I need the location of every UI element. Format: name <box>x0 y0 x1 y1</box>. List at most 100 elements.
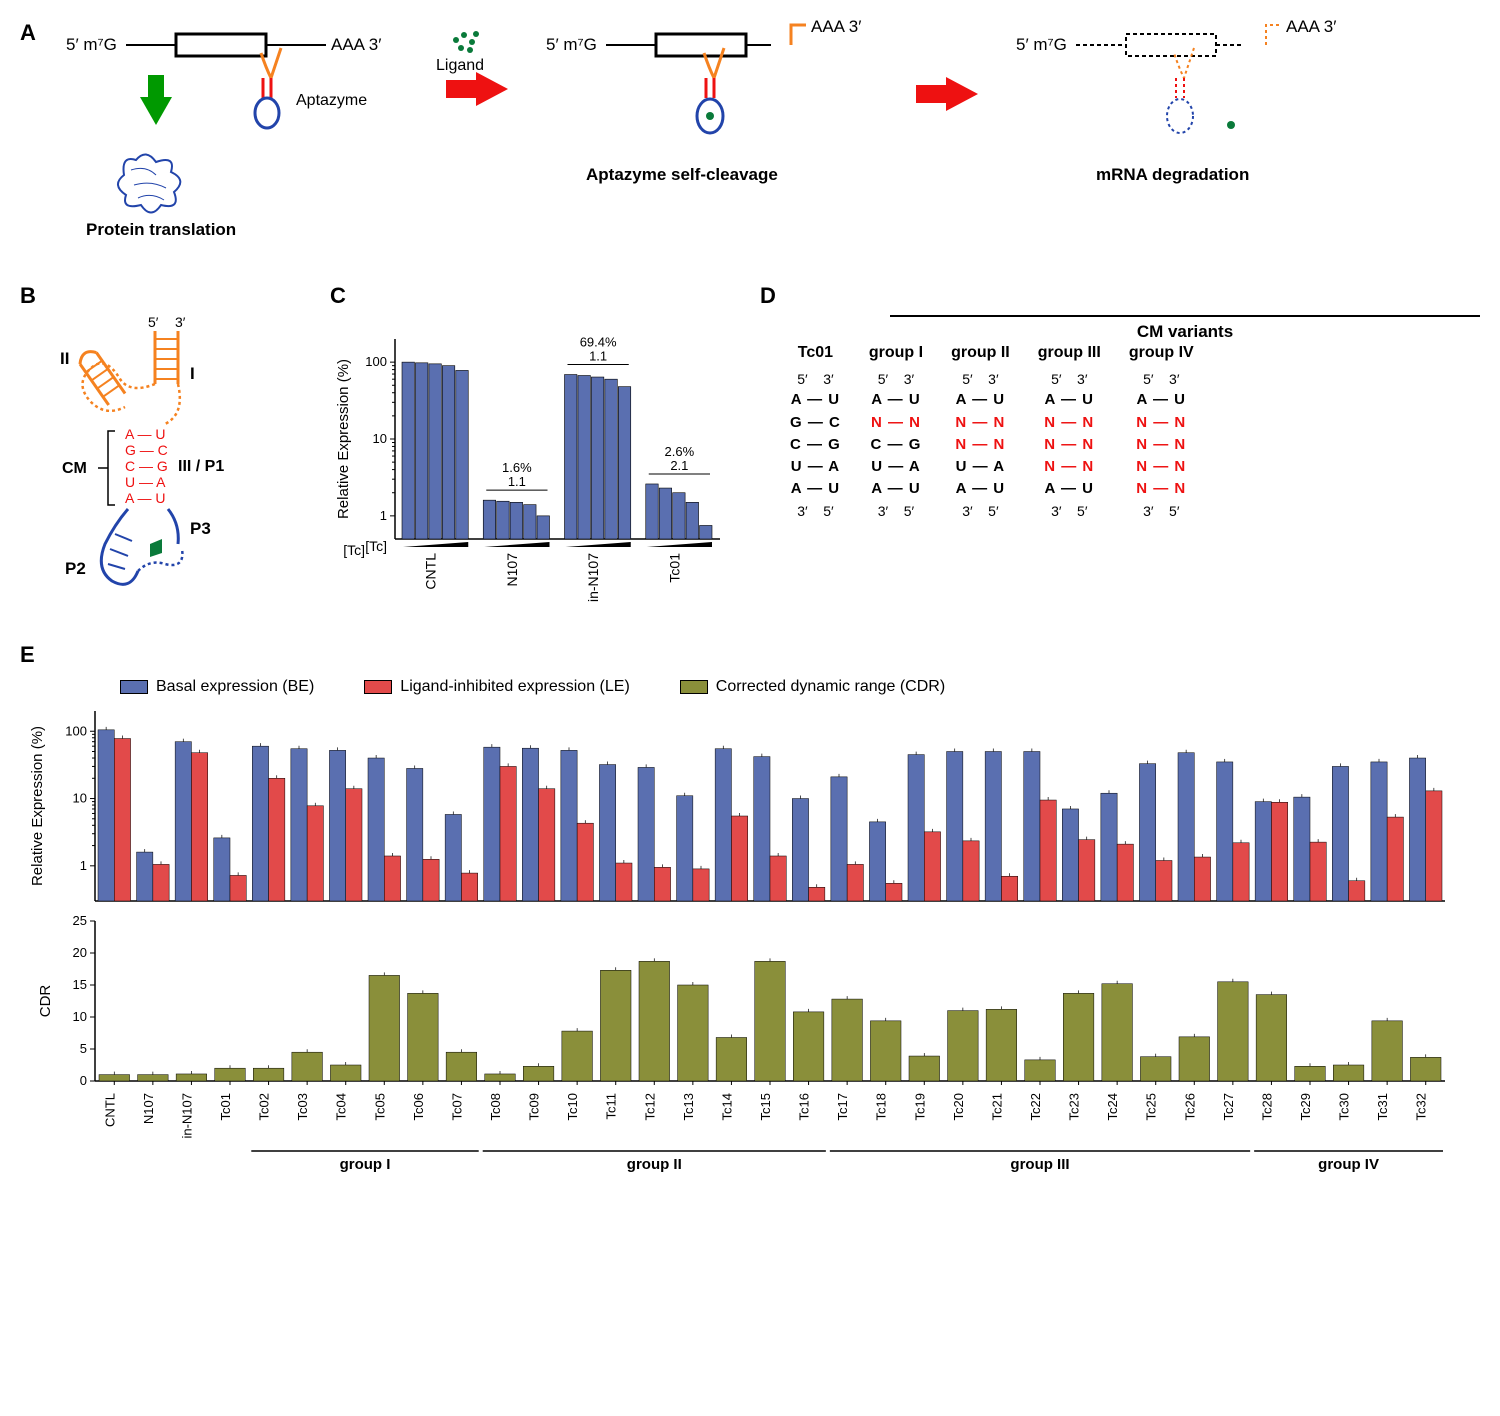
cm-column: group II5′ 3′A — UN — NN — NU — AA — U3′… <box>951 342 1010 521</box>
svg-text:Tc12: Tc12 <box>642 1093 657 1120</box>
legend-cdr: Corrected dynamic range (CDR) <box>680 678 945 696</box>
svg-text:Tc01: Tc01 <box>218 1093 233 1120</box>
svg-text:0: 0 <box>80 1073 87 1088</box>
legend-be-label: Basal expression (BE) <box>156 678 314 695</box>
svg-text:Tc13: Tc13 <box>681 1093 696 1120</box>
svg-text:15: 15 <box>73 977 87 992</box>
panel-b-structure: 5′ 3′ I <box>20 309 280 609</box>
panel-e-legend: Basal expression (BE) Ligand-inhibited e… <box>120 678 1480 696</box>
svg-text:Tc24: Tc24 <box>1105 1093 1120 1120</box>
panel-e-label: E <box>20 642 1480 668</box>
svg-text:Tc20: Tc20 <box>951 1093 966 1120</box>
pb-cm: CM <box>62 460 87 477</box>
svg-text:G — C: G — C <box>125 442 168 458</box>
figure-root: A 5′ m⁷G AAA 3′ Aptaz <box>20 20 1480 1219</box>
svg-text:group IV: group IV <box>1318 1156 1379 1173</box>
panel-e: E Basal expression (BE) Ligand-inhibited… <box>20 642 1480 1219</box>
svg-text:Tc32: Tc32 <box>1414 1093 1429 1120</box>
svg-text:10: 10 <box>73 1009 87 1024</box>
svg-text:group I: group I <box>340 1156 391 1173</box>
panel-c-label: C <box>330 283 730 309</box>
svg-text:Tc03: Tc03 <box>295 1093 310 1120</box>
svg-text:Tc19: Tc19 <box>912 1093 927 1120</box>
svg-text:[Tc]: [Tc] <box>365 538 387 554</box>
svg-text:1.1: 1.1 <box>508 474 526 489</box>
svg-text:in-N107: in-N107 <box>179 1093 194 1139</box>
panel-c: C 1 10 100 Relative Expression (%) CNTL [Tc] N… <box>330 283 730 612</box>
svg-text:10: 10 <box>73 791 87 806</box>
svg-text:25: 25 <box>73 913 87 928</box>
svg-text:Tc29: Tc29 <box>1298 1093 1313 1120</box>
svg-text:N107: N107 <box>141 1093 156 1124</box>
pb-5prime: 5′ <box>148 314 159 330</box>
pb-p2: P2 <box>65 559 86 578</box>
svg-text:Tc04: Tc04 <box>334 1093 349 1120</box>
svg-text:Relative Expression (%): Relative Expression (%) <box>335 359 352 519</box>
pa-stage1-caption: Protein translation <box>86 220 236 239</box>
legend-le: Ligand-inhibited expression (LE) <box>364 678 629 696</box>
pa-5prime-1: 5′ m⁷G <box>66 35 117 54</box>
panel-b-label: B <box>20 283 300 309</box>
pb-stem-i: I <box>190 364 195 383</box>
svg-text:100: 100 <box>365 354 387 369</box>
panel-a-diagram: 5′ m⁷G AAA 3′ Aptazyme <box>46 20 1446 250</box>
svg-text:1.6%: 1.6% <box>502 460 532 475</box>
svg-text:Tc27: Tc27 <box>1221 1093 1236 1120</box>
cm-column: group IV5′ 3′A — UN — NN — NN — NN — N3′… <box>1129 342 1194 521</box>
svg-text:Relative Expression (%): Relative Expression (%) <box>29 726 46 886</box>
svg-text:Tc26: Tc26 <box>1182 1093 1197 1120</box>
svg-text:[Tc]: [Tc] <box>343 542 365 558</box>
panel-a-svg-container: 5′ m⁷G AAA 3′ Aptazyme <box>46 20 1480 253</box>
svg-text:U — A: U — A <box>125 474 166 490</box>
svg-text:Tc23: Tc23 <box>1067 1093 1082 1120</box>
pa-stage2-caption: Aptazyme self-cleavage <box>586 165 778 184</box>
pa-3prime-1: AAA 3′ <box>331 35 381 54</box>
pa-5prime-3: 5′ m⁷G <box>1016 35 1067 54</box>
svg-text:Tc31: Tc31 <box>1375 1093 1390 1120</box>
pa-3prime-2: AAA 3′ <box>811 20 861 36</box>
svg-text:1.1: 1.1 <box>589 349 607 364</box>
svg-text:Tc05: Tc05 <box>372 1093 387 1120</box>
svg-text:20: 20 <box>73 945 87 960</box>
svg-text:in-N107: in-N107 <box>585 553 601 602</box>
pb-p3: P3 <box>190 519 211 538</box>
pb-iii-p1: III / P1 <box>178 458 224 475</box>
svg-text:1: 1 <box>80 858 87 873</box>
pa-5prime-2: 5′ m⁷G <box>546 35 597 54</box>
svg-text:Tc22: Tc22 <box>1028 1093 1043 1120</box>
panel-b: B 5′ 3′ I <box>20 283 300 612</box>
svg-text:Tc02: Tc02 <box>257 1093 272 1120</box>
pa-stage3-caption: mRNA degradation <box>1096 165 1249 184</box>
svg-text:Tc16: Tc16 <box>797 1093 812 1120</box>
svg-text:Tc01: Tc01 <box>666 553 682 583</box>
pa-ligand-label: Ligand <box>436 57 484 74</box>
svg-text:5: 5 <box>80 1041 87 1056</box>
pb-stem-ii: II <box>60 349 69 368</box>
svg-text:Tc17: Tc17 <box>835 1093 850 1120</box>
svg-text:Tc21: Tc21 <box>989 1093 1004 1120</box>
svg-text:10: 10 <box>373 431 387 446</box>
pb-3prime: 3′ <box>175 314 186 330</box>
row-bcd: B 5′ 3′ I <box>20 283 1480 612</box>
svg-text:CNTL: CNTL <box>102 1093 117 1127</box>
panel-c-chart: 1 10 100 Relative Expression (%) CNTL [Tc] N10… <box>330 309 730 609</box>
svg-text:N107: N107 <box>504 553 520 587</box>
cm-column: group I5′ 3′A — UN — NC — GU — AA — U3′ … <box>869 342 923 521</box>
svg-text:CNTL: CNTL <box>423 553 439 590</box>
pa-aptazyme-label: Aptazyme <box>296 92 367 109</box>
svg-text:CDR: CDR <box>37 985 54 1018</box>
svg-text:Tc14: Tc14 <box>719 1093 734 1120</box>
pd-title: CM variants <box>890 315 1480 342</box>
svg-text:1: 1 <box>380 508 387 523</box>
legend-be: Basal expression (BE) <box>120 678 314 696</box>
svg-text:100: 100 <box>65 723 87 738</box>
legend-le-label: Ligand-inhibited expression (LE) <box>400 678 629 695</box>
legend-cdr-label: Corrected dynamic range (CDR) <box>716 678 945 695</box>
panel-d: D CM variants Tc015′ 3′A — UG — CC — GU … <box>760 283 1480 521</box>
cm-column: Tc015′ 3′A — UG — CC — GU — AA — U3′ 5′ <box>790 342 841 521</box>
svg-text:Tc25: Tc25 <box>1144 1093 1159 1120</box>
svg-text:Tc15: Tc15 <box>758 1093 773 1120</box>
svg-text:A — U: A — U <box>125 490 165 506</box>
svg-text:2.1: 2.1 <box>670 458 688 473</box>
svg-text:Tc08: Tc08 <box>488 1093 503 1120</box>
